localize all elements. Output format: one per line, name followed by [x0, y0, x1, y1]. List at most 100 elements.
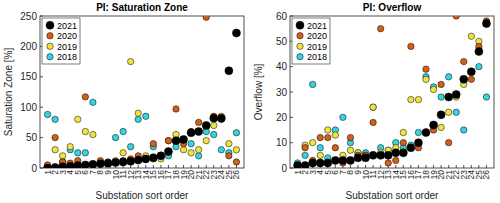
scatter-point: [423, 76, 429, 82]
scatter-point: [82, 150, 88, 156]
scatter-point: [165, 137, 171, 143]
scatter-point: [385, 160, 391, 166]
scatter-point: [195, 128, 203, 136]
scatter-point: [67, 144, 73, 150]
scatter-point: [461, 58, 467, 64]
y-axis-label: Saturation Zone [%]: [3, 48, 14, 137]
x-tick: [213, 165, 214, 168]
scatter-point: [187, 129, 195, 137]
scatter-point: [112, 159, 120, 167]
scatter-point: [127, 58, 133, 64]
scatter-point: [89, 160, 97, 168]
y-tick-label: 40: [276, 61, 288, 72]
scatter-point: [438, 94, 444, 100]
scatter-point: [317, 134, 323, 140]
scatter-point: [180, 147, 186, 153]
scatter-point: [393, 157, 399, 163]
x-tick: [145, 165, 146, 168]
scatter-point: [331, 156, 339, 164]
scatter-point: [468, 69, 474, 75]
scatter-point: [437, 111, 445, 119]
x-tick: [221, 165, 222, 168]
scatter-point: [120, 150, 126, 156]
scatter-point: [81, 161, 89, 168]
scatter-point: [120, 128, 126, 134]
x-tick: [441, 165, 442, 168]
scatter-point: [82, 128, 88, 134]
legend-box: [292, 18, 330, 64]
x-tick: [471, 165, 472, 168]
scatter-point: [217, 114, 225, 122]
scatter-point: [149, 154, 157, 162]
scatter-point: [158, 153, 164, 159]
scatter-point: [325, 134, 331, 140]
scatter-point: [203, 137, 209, 143]
scatter-point: [52, 134, 58, 140]
scatter-point: [415, 96, 421, 102]
scatter-point: [75, 116, 81, 122]
scatter-point: [468, 33, 474, 39]
x-axis-label: Substation sort order: [346, 190, 439, 201]
scatter-point: [150, 140, 156, 146]
scatter-point: [445, 139, 451, 145]
x-tick: [486, 165, 487, 168]
scatter-point: [309, 81, 315, 87]
scatter-point: [188, 150, 194, 156]
y-tick-label: 50: [276, 36, 288, 47]
y-tick-label: 250: [20, 11, 37, 22]
scatter-point: [445, 74, 451, 80]
scatter-point: [211, 131, 217, 137]
scatter-point: [203, 16, 209, 20]
x-tick: [191, 165, 192, 168]
scatter-point: [438, 124, 444, 130]
x-tick: [206, 165, 207, 168]
scatter-point: [119, 158, 127, 166]
scatter-point: [475, 47, 483, 55]
scatter-point: [127, 144, 133, 150]
legend-marker: [47, 33, 53, 39]
scatter-point: [143, 156, 149, 162]
data-marks: [44, 16, 241, 168]
legend: 2021202020192018: [42, 18, 80, 64]
y-tick: [290, 66, 293, 67]
scatter-point: [461, 127, 467, 133]
x-tick-label: 26: [231, 170, 241, 180]
x-tick: [448, 165, 449, 168]
scatter-point: [135, 116, 141, 122]
x-tick: [168, 165, 169, 168]
y-tick: [290, 16, 293, 17]
x-tick: [478, 165, 479, 168]
scatter-point: [233, 147, 239, 153]
scatter-point: [302, 145, 308, 151]
x-tick: [198, 165, 199, 168]
x-tick: [418, 165, 419, 168]
x-tick: [358, 165, 359, 168]
scatter-point: [165, 137, 171, 143]
y-tick-label: 60: [276, 11, 288, 22]
scatter-point: [377, 151, 385, 159]
legend-label: 2020: [307, 31, 327, 41]
chart-panel: 0501001502002501234567891011121314151617…: [3, 2, 244, 201]
legend-box: [42, 18, 80, 64]
scatter-point: [400, 139, 406, 145]
x-tick: [228, 165, 229, 168]
scatter-point: [59, 153, 65, 159]
y-tick: [290, 142, 293, 143]
scatter-point: [51, 163, 59, 168]
y-tick: [40, 76, 43, 77]
y-tick-label: 0: [281, 163, 287, 174]
plot-frame: [40, 16, 244, 168]
scatter-point: [377, 25, 383, 31]
scatter-point: [74, 162, 82, 168]
scatter-point: [180, 135, 188, 143]
x-tick: [160, 165, 161, 168]
scatter-point: [143, 113, 149, 119]
scatter-point: [369, 151, 377, 159]
scatter-point: [483, 94, 489, 100]
x-tick: [380, 165, 381, 168]
scatter-point: [105, 160, 111, 166]
x-tick: [403, 165, 404, 168]
scatter-point: [452, 91, 460, 99]
y-tick: [40, 168, 43, 169]
scatter-point: [476, 63, 482, 69]
